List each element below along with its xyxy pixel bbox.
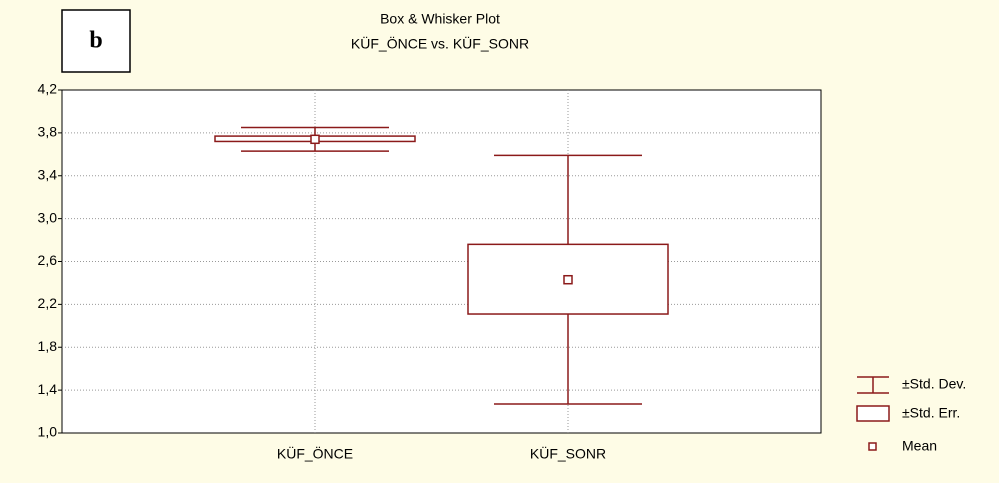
panel-box bbox=[61, 9, 131, 73]
panel-label: b bbox=[89, 28, 102, 54]
mean-marker bbox=[563, 274, 573, 285]
y-tick-label: 4,2 bbox=[38, 81, 58, 97]
y-tick-label: 3,8 bbox=[38, 124, 58, 140]
y-tick-label: 1,0 bbox=[38, 424, 58, 440]
y-tick-label: 2,2 bbox=[38, 295, 58, 311]
mean-marker bbox=[310, 134, 320, 145]
legend-label: Mean bbox=[902, 438, 937, 454]
y-tick-label: 2,6 bbox=[38, 252, 58, 268]
x-tick-label: KÜF_SONR bbox=[530, 445, 606, 462]
chart-title: Box & Whisker Plot bbox=[380, 11, 500, 27]
legend-mean-icon bbox=[868, 442, 877, 451]
legend-label: ±Std. Err. bbox=[902, 405, 960, 421]
chart-subtitle: KÜF_ÖNCE vs. KÜF_SONR bbox=[351, 35, 529, 52]
x-tick-label: KÜF_ÖNCE bbox=[277, 445, 353, 462]
y-tick-label: 1,4 bbox=[38, 381, 58, 397]
y-tick-label: 1,8 bbox=[38, 338, 58, 354]
y-tick-label: 3,0 bbox=[38, 209, 58, 225]
legend-label: ±Std. Dev. bbox=[902, 376, 966, 392]
y-tick-label: 3,4 bbox=[38, 166, 58, 182]
legend-se-icon bbox=[856, 405, 890, 422]
